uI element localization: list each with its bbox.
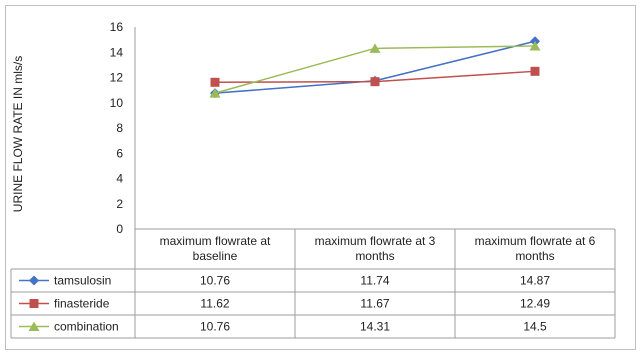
y-axis-label: URINE FLOW RATE IN mls/s <box>11 56 25 212</box>
table-value-cell: 11.67 <box>360 297 389 311</box>
y-tick-label: 14 <box>110 45 124 59</box>
x-category-label: maximum flowrate at 3 months <box>315 234 436 263</box>
table-value-cell: 10.76 <box>200 274 230 288</box>
y-tick-label: 6 <box>116 146 123 160</box>
table-value-cell: 11.62 <box>200 297 229 311</box>
legend-series-name: combination <box>54 320 119 334</box>
x-category-label: maximum flowrate at 6 months <box>475 234 596 263</box>
y-tick-label: 8 <box>116 121 123 135</box>
table-value-cell: 14.5 <box>523 320 547 334</box>
y-tick-label: 4 <box>116 172 123 186</box>
data-table: maximum flowrate at baseline maximum flowr… <box>19 234 596 334</box>
table-value-cell: 14.87 <box>520 274 550 288</box>
legend-key-marker <box>29 299 39 308</box>
series-group <box>209 36 541 99</box>
data-point-combination <box>209 88 221 98</box>
data-point-finasteride <box>370 77 380 87</box>
legend-key-marker <box>29 275 39 286</box>
data-point-finasteride <box>530 66 540 76</box>
data-point-combination <box>529 40 541 51</box>
table-value-cell: 11.74 <box>360 274 389 288</box>
y-tick-label: 0 <box>116 222 123 236</box>
line-chart: URINE FLOW RATE IN mls/s 0 2 4 6 8 10 12 14 16 m… <box>10 20 616 339</box>
table-value-cell: 14.31 <box>360 320 390 334</box>
axes <box>10 27 616 339</box>
x-category-label: maximum flowrate at baseline <box>160 234 271 263</box>
chart-frame: URINE FLOW RATE IN mls/s 0 2 4 6 8 10 12 14 16 m… <box>5 5 636 350</box>
data-point-finasteride <box>210 77 220 87</box>
y-tick-label: 10 <box>110 96 124 110</box>
y-tick-label: 2 <box>116 197 123 211</box>
legend-series-name: tamsulosin <box>54 274 111 288</box>
data-point-combination <box>369 43 381 53</box>
y-axis-ticks: 0 2 4 6 8 10 12 14 16 <box>110 20 124 236</box>
legend-series-name: finasteride <box>54 297 110 311</box>
table-value-cell: 12.49 <box>520 297 550 311</box>
table-value-cell: 10.76 <box>200 320 230 334</box>
y-tick-label: 12 <box>110 71 124 85</box>
legend-key-marker <box>28 321 40 331</box>
y-tick-label: 16 <box>110 20 124 34</box>
